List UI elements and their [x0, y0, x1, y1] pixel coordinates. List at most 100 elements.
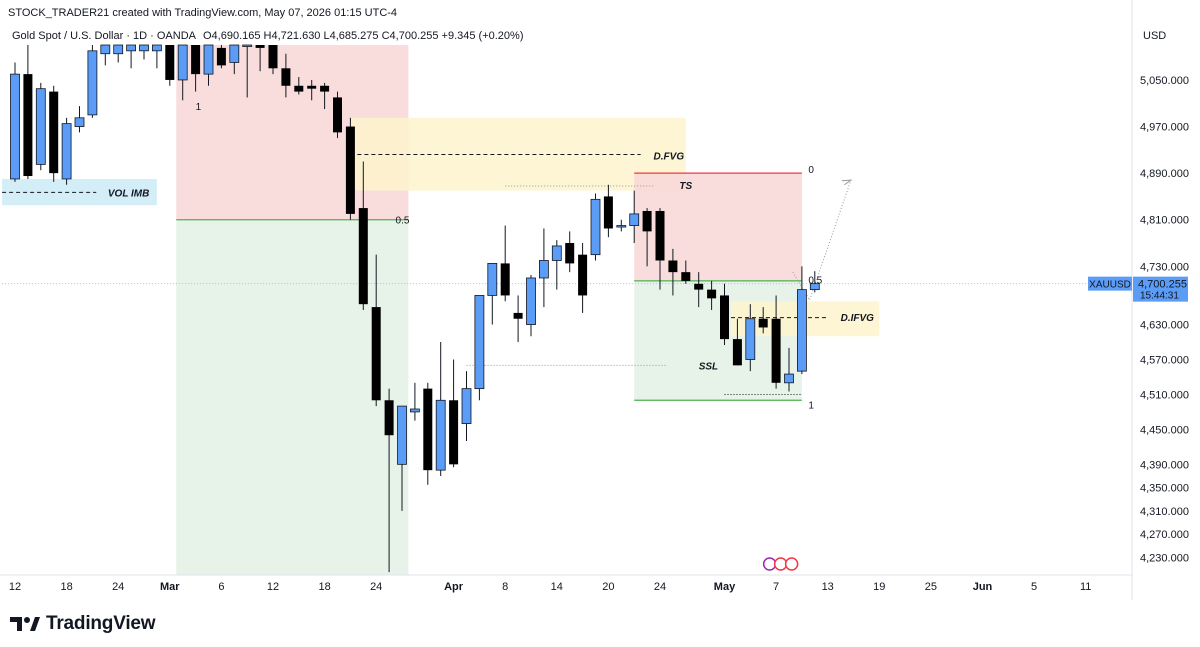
candle: [642, 208, 652, 267]
candle-body: [268, 45, 278, 69]
candle: [668, 248, 678, 296]
annotation-label: D.FVG: [654, 152, 685, 163]
candle: [333, 91, 342, 139]
candle: [461, 371, 472, 442]
candle: [345, 117, 355, 220]
candle-body: [526, 277, 536, 325]
candle: [551, 240, 562, 290]
legend-symbol[interactable]: Gold Spot / U.S. Dollar · 1D · OANDA: [12, 30, 196, 42]
candle: [384, 388, 394, 573]
candle: [513, 295, 523, 343]
candle: [423, 382, 433, 485]
candle-body: [732, 339, 742, 366]
event-icon: [773, 557, 788, 571]
candle: [242, 44, 253, 98]
candle: [320, 82, 330, 110]
annotation-label: VOL IMB: [108, 188, 149, 199]
candle-body: [409, 408, 420, 413]
y-tick-label: 4,270.000: [1140, 529, 1189, 541]
candle: [177, 44, 188, 101]
candle: [87, 45, 98, 118]
candle-body: [784, 373, 794, 384]
candle-body: [384, 400, 394, 436]
candle-body: [513, 312, 523, 319]
candle-body: [551, 245, 562, 261]
candle-body: [487, 263, 498, 296]
price-chart[interactable]: VOL IMB D.FVG TS SSL D.IFVG 1 0.5 0 0.5 1 4,230.0…: [0, 0, 1200, 600]
candle: [745, 304, 756, 372]
y-tick-label: 4,630.000: [1140, 320, 1189, 332]
x-tick-label: Mar: [160, 581, 180, 593]
candle-body: [191, 45, 201, 75]
tradingview-mark-icon: [10, 617, 40, 631]
candle: [797, 266, 807, 375]
annotation-label: SSL: [699, 361, 718, 372]
candle: [578, 243, 588, 313]
candle: [590, 193, 601, 261]
tradingview-logo[interactable]: TradingView: [10, 613, 156, 635]
candle: [732, 318, 742, 366]
candle-body: [61, 123, 72, 180]
candle: [707, 280, 717, 310]
candle-body: [281, 68, 291, 86]
y-tick-label: 4,970.000: [1140, 122, 1189, 134]
candle-body: [139, 44, 149, 52]
y-tick-label: 4,390.000: [1140, 459, 1189, 471]
candle-body: [397, 405, 407, 465]
candle: [229, 44, 240, 75]
candle-body: [242, 44, 253, 47]
candle-body: [655, 210, 665, 261]
x-tick-label: 5: [1031, 581, 1037, 593]
candle: [268, 45, 278, 75]
candle-body: [320, 85, 330, 92]
candle: [449, 359, 459, 468]
candle-body: [449, 400, 459, 465]
candle-body: [435, 399, 446, 471]
candle: [694, 272, 704, 308]
dfvg-zone: [350, 117, 686, 191]
candle: [358, 161, 368, 310]
chart-attribution: STOCK_TRADER21 created with TradingView.…: [8, 7, 398, 19]
candle: [500, 225, 510, 302]
candle: [616, 219, 627, 232]
x-tick-label: 6: [218, 581, 224, 593]
price-tag: [1133, 276, 1188, 302]
y-tick-label: 4,350.000: [1140, 483, 1189, 495]
x-tick-label: 18: [60, 581, 72, 593]
y-tick-label: 4,570.000: [1140, 355, 1189, 367]
candle: [371, 254, 381, 407]
candle: [165, 45, 175, 86]
candle: [397, 405, 407, 511]
x-tick-label: 19: [873, 581, 885, 593]
candle-body: [461, 388, 472, 424]
candle-body: [113, 44, 124, 55]
projection-path: [792, 179, 852, 302]
y-tick-label: 4,810.000: [1140, 215, 1189, 227]
chart-area[interactable]: VOL IMB D.FVG TS SSL D.IFVG 1 0.5 0 0.5 1 4,230.0…: [0, 0, 1200, 600]
candle: [655, 208, 665, 290]
annotation-label: 0: [808, 165, 814, 176]
x-tick-label: Jun: [973, 581, 993, 593]
candle: [281, 53, 291, 98]
candle-body: [358, 208, 368, 305]
candle: [487, 263, 498, 325]
candle-body: [539, 260, 549, 279]
candle-body: [500, 263, 510, 296]
candle-body: [565, 243, 575, 264]
x-tick-label: 11: [1080, 581, 1091, 593]
candle-body: [681, 272, 691, 281]
candle: [307, 79, 317, 101]
y-tick-label: 4,890.000: [1140, 168, 1189, 180]
symbol-tag: [1088, 276, 1132, 291]
candle-body: [35, 88, 46, 165]
x-tick-label: Apr: [444, 581, 464, 593]
x-tick-label: 13: [822, 581, 834, 593]
candle: [294, 77, 304, 95]
candle-body: [49, 91, 59, 174]
candle: [565, 231, 575, 273]
candle: [720, 283, 729, 345]
candle-body: [668, 260, 678, 273]
currency-label[interactable]: USD: [1143, 30, 1167, 42]
candle-body: [603, 196, 613, 229]
candle-body: [100, 44, 111, 55]
